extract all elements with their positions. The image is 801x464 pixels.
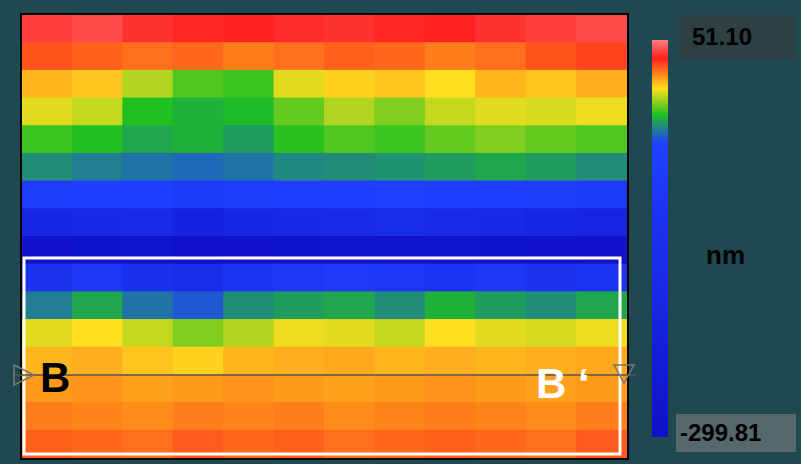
- html-text:nm: nm: [706, 240, 745, 270]
- html-text:-299.81: -299.81: [680, 419, 762, 446]
- svg-text:B ‘: B ‘: [536, 360, 590, 407]
- html-text:51.10: 51.10: [692, 23, 753, 50]
- svg-text:B: B: [40, 354, 70, 401]
